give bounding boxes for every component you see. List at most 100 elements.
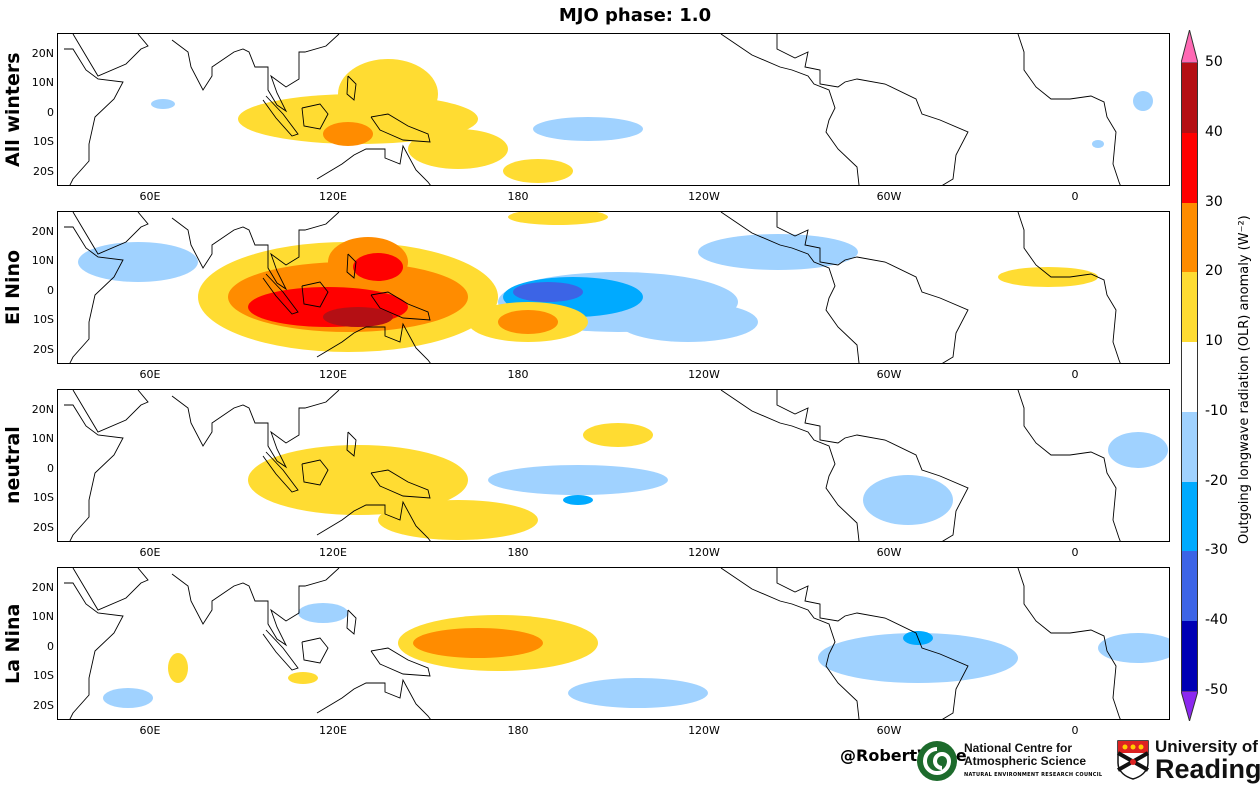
coastline: [262, 95, 299, 137]
coastline: [316, 322, 431, 363]
colorbar-tick-label: -30: [1205, 542, 1228, 559]
lat-tick-label: 20S: [33, 699, 54, 712]
coastline: [171, 34, 340, 113]
coastline: [262, 451, 299, 493]
lat-tick-label: 20N: [31, 47, 54, 60]
colorbar-segment: [1182, 342, 1197, 412]
coastline: [370, 469, 431, 499]
lat-tick-label: 20S: [33, 343, 54, 356]
map-panel-all-winters: [57, 33, 1170, 186]
colorbar-tick-label: -40: [1205, 612, 1228, 629]
anomaly-contour: [998, 267, 1098, 287]
lon-tick-label: 60W: [876, 190, 902, 203]
colorbar-segment: [1182, 411, 1197, 482]
lon-tick-label: 0: [1071, 546, 1079, 559]
anomaly-contour: [413, 628, 543, 658]
lat-tick-label: 10S: [33, 491, 54, 504]
lon-tick-label: 120W: [688, 368, 720, 381]
colorbar-label: Outgoing longwave radiation (OLR) anomal…: [1237, 215, 1252, 545]
lat-tick-label: 0: [47, 284, 54, 297]
anomaly-contour: [168, 653, 188, 683]
lon-tick-label: 120W: [688, 190, 720, 203]
lat-tick-label: 10N: [31, 76, 54, 89]
coastline: [776, 34, 969, 185]
coastline: [720, 568, 860, 719]
lon-tick-label: 60E: [139, 190, 161, 203]
coastline: [301, 281, 329, 308]
panel-label: El Nino: [2, 249, 24, 326]
coastline: [316, 144, 431, 185]
olr-anomaly-map: [64, 212, 1121, 363]
anomaly-contour: [353, 253, 403, 281]
coastline: [776, 568, 969, 719]
olr-anomaly-map: [64, 390, 1168, 541]
anomaly-contour: [378, 500, 538, 540]
anomaly-contour: [583, 423, 653, 447]
coastline: [72, 568, 149, 611]
anomaly-contour: [698, 234, 858, 270]
colorbar-segment: [1182, 272, 1197, 343]
lat-tick-label: 20N: [31, 581, 54, 594]
panel-label: neutral: [2, 426, 24, 505]
ncas-logo-subtitle: NATURAL ENVIRONMENT RESEARCH COUNCIL: [964, 772, 1103, 778]
anomaly-contour: [323, 307, 393, 327]
coastline: [346, 75, 357, 101]
map-panel-la-nina: [57, 567, 1170, 720]
panel-label: All winters: [2, 52, 24, 167]
anomaly-contour: [488, 465, 668, 495]
lat-tick-label: 20N: [31, 403, 54, 416]
lat-tick-label: 10S: [33, 669, 54, 682]
colorbar: [1181, 62, 1198, 692]
lon-tick-label: 60E: [139, 724, 161, 737]
anomaly-contour: [1108, 432, 1168, 468]
anomaly-contour: [408, 129, 508, 169]
lon-tick-label: 60W: [876, 546, 902, 559]
anomaly-contour: [568, 678, 708, 708]
lat-tick-label: 10N: [31, 610, 54, 623]
anomaly-contour: [818, 633, 1018, 683]
colorbar-segment: [1182, 551, 1197, 622]
coastline: [1017, 390, 1121, 541]
lon-tick-label: 180: [507, 190, 529, 203]
anomaly-contour: [533, 117, 643, 141]
colorbar-tick-label: 40: [1205, 123, 1223, 140]
lon-tick-label: 60W: [876, 724, 902, 737]
coastline: [301, 103, 329, 130]
coastline: [262, 273, 299, 315]
coastline: [171, 390, 340, 469]
lat-tick-label: 10N: [31, 432, 54, 445]
lon-tick-label: 0: [1071, 724, 1079, 737]
colorbar-extend-top: [1181, 30, 1198, 63]
coastline: [301, 637, 329, 664]
map-panel-neutral: [57, 389, 1170, 542]
coastline: [370, 647, 431, 677]
lat-tick-label: 20S: [33, 521, 54, 534]
colorbar-segment: [1182, 481, 1197, 552]
anomaly-contour: [151, 99, 175, 109]
olr-anomaly-map: [64, 568, 1169, 719]
lon-tick-label: 60E: [139, 368, 161, 381]
coastline: [64, 226, 124, 363]
anomaly-contour: [248, 445, 468, 515]
coastline: [776, 212, 969, 363]
colorbar-segment: [1182, 202, 1197, 273]
coastline: [720, 34, 860, 185]
lon-tick-label: 120E: [319, 368, 347, 381]
colorbar-segment: [1182, 132, 1197, 203]
lon-tick-label: 60W: [876, 368, 902, 381]
anomaly-contour: [323, 122, 373, 146]
anomaly-contour: [1098, 633, 1169, 663]
coastline: [1017, 34, 1121, 185]
anomaly-contour: [103, 688, 153, 708]
lat-tick-label: 0: [47, 106, 54, 119]
coastline: [1017, 568, 1121, 719]
coastline: [720, 390, 860, 541]
lat-tick-label: 20N: [31, 225, 54, 238]
ncas-logo-text: National Centre for Atmospheric Science: [964, 741, 1087, 768]
colorbar-segment: [1182, 621, 1197, 691]
anomaly-contour: [863, 475, 953, 525]
lon-tick-label: 60E: [139, 546, 161, 559]
lat-tick-label: 10S: [33, 313, 54, 326]
coastline: [316, 500, 431, 541]
colorbar-extend-bottom: [1181, 691, 1198, 721]
